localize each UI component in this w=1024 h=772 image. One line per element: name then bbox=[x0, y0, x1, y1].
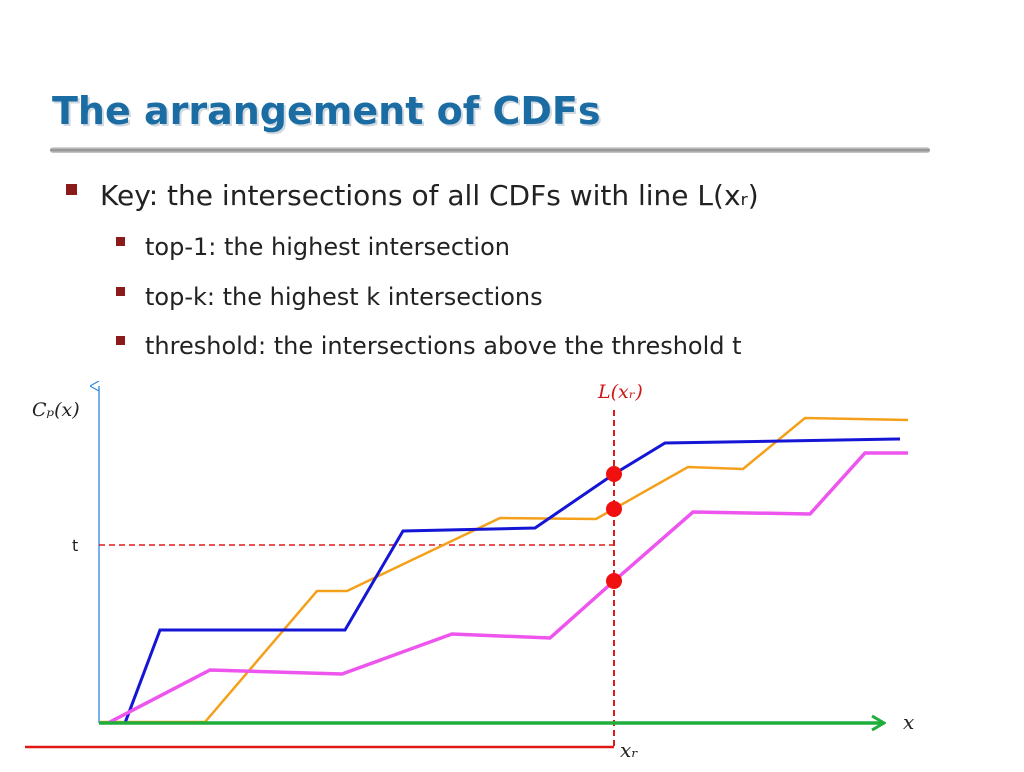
sub-bullet: top-k: the highest k intersections bbox=[145, 283, 543, 311]
cdf-curve bbox=[107, 451, 908, 725]
divider bbox=[50, 147, 930, 153]
bullet-marker bbox=[66, 184, 77, 195]
intersection bbox=[606, 501, 622, 517]
bullet-marker bbox=[116, 237, 125, 246]
intersection bbox=[606, 573, 622, 589]
line-label: L(xᵣ) bbox=[597, 381, 643, 403]
xr-label: xᵣ bbox=[620, 738, 638, 762]
title-shadow: The arrangement of CDFs bbox=[54, 91, 602, 135]
bullet-marker bbox=[116, 336, 125, 345]
sub-bullet: top-1: the highest intersection bbox=[145, 233, 510, 261]
bullet-marker bbox=[116, 287, 125, 296]
sub-bullet: threshold: the intersections above the t… bbox=[145, 332, 742, 360]
y-axis-label: Cₚ(x) bbox=[32, 399, 80, 421]
x-axis-label: x bbox=[903, 710, 914, 734]
bullet: Key: the intersections of all CDFs with … bbox=[100, 179, 759, 212]
title: The arrangement of CDFs bbox=[52, 89, 600, 133]
intersection bbox=[606, 466, 622, 482]
cdf-curve bbox=[100, 416, 909, 724]
cdf-curve bbox=[108, 437, 901, 725]
threshold-label: t bbox=[72, 536, 78, 555]
